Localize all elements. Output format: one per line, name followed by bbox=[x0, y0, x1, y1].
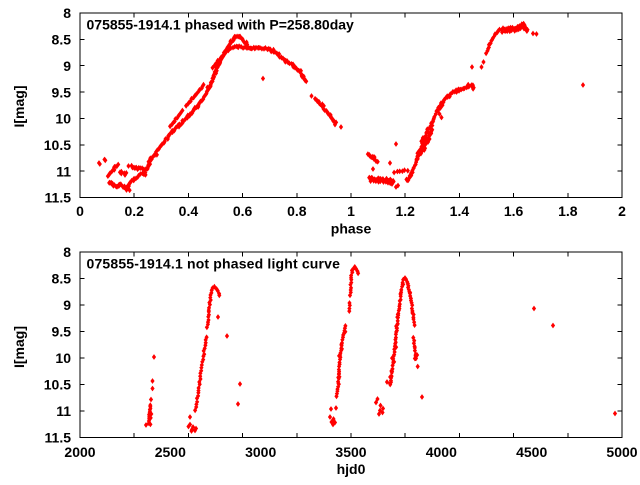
svg-text:8.5: 8.5 bbox=[52, 271, 72, 287]
svg-text:8: 8 bbox=[63, 244, 71, 260]
svg-text:2500: 2500 bbox=[155, 444, 186, 460]
svg-text:11.5: 11.5 bbox=[45, 190, 72, 206]
svg-text:10: 10 bbox=[55, 350, 71, 366]
svg-text:0.6: 0.6 bbox=[233, 203, 253, 219]
svg-text:3000: 3000 bbox=[245, 444, 276, 460]
svg-text:phase: phase bbox=[331, 221, 372, 237]
svg-text:0: 0 bbox=[76, 203, 84, 219]
svg-text:5000: 5000 bbox=[606, 444, 637, 460]
svg-text:11: 11 bbox=[56, 403, 71, 419]
svg-text:hjd0: hjd0 bbox=[337, 461, 366, 477]
svg-text:10: 10 bbox=[55, 111, 71, 127]
svg-text:1.6: 1.6 bbox=[504, 203, 524, 219]
svg-text:8.5: 8.5 bbox=[52, 32, 72, 48]
svg-text:11.5: 11.5 bbox=[45, 430, 72, 446]
svg-text:3500: 3500 bbox=[335, 444, 366, 460]
svg-text:0.2: 0.2 bbox=[124, 203, 144, 219]
svg-text:9.5: 9.5 bbox=[52, 324, 72, 340]
svg-text:1: 1 bbox=[347, 203, 355, 219]
svg-text:10.5: 10.5 bbox=[44, 377, 71, 393]
svg-text:10.5: 10.5 bbox=[44, 137, 71, 153]
svg-text:0.4: 0.4 bbox=[179, 203, 199, 219]
svg-text:9.5: 9.5 bbox=[52, 84, 72, 100]
svg-text:I[mag]: I[mag] bbox=[11, 326, 27, 368]
svg-text:I[mag]: I[mag] bbox=[11, 86, 27, 128]
svg-text:4000: 4000 bbox=[426, 444, 457, 460]
svg-text:9: 9 bbox=[63, 297, 71, 313]
svg-text:1.4: 1.4 bbox=[450, 203, 470, 219]
svg-text:0.8: 0.8 bbox=[287, 203, 307, 219]
svg-text:11: 11 bbox=[56, 163, 71, 179]
svg-text:1.2: 1.2 bbox=[395, 203, 415, 219]
svg-text:1.8: 1.8 bbox=[558, 203, 578, 219]
svg-text:2: 2 bbox=[618, 203, 626, 219]
svg-text:8: 8 bbox=[63, 5, 71, 21]
svg-text:075855-1914.1 phased with P=25: 075855-1914.1 phased with P=258.80day bbox=[87, 17, 355, 33]
svg-text:9: 9 bbox=[63, 58, 71, 74]
svg-text:2000: 2000 bbox=[64, 444, 95, 460]
svg-text:075855-1914.1 not phased light: 075855-1914.1 not phased light curve bbox=[87, 256, 341, 272]
svg-text:4500: 4500 bbox=[516, 444, 547, 460]
